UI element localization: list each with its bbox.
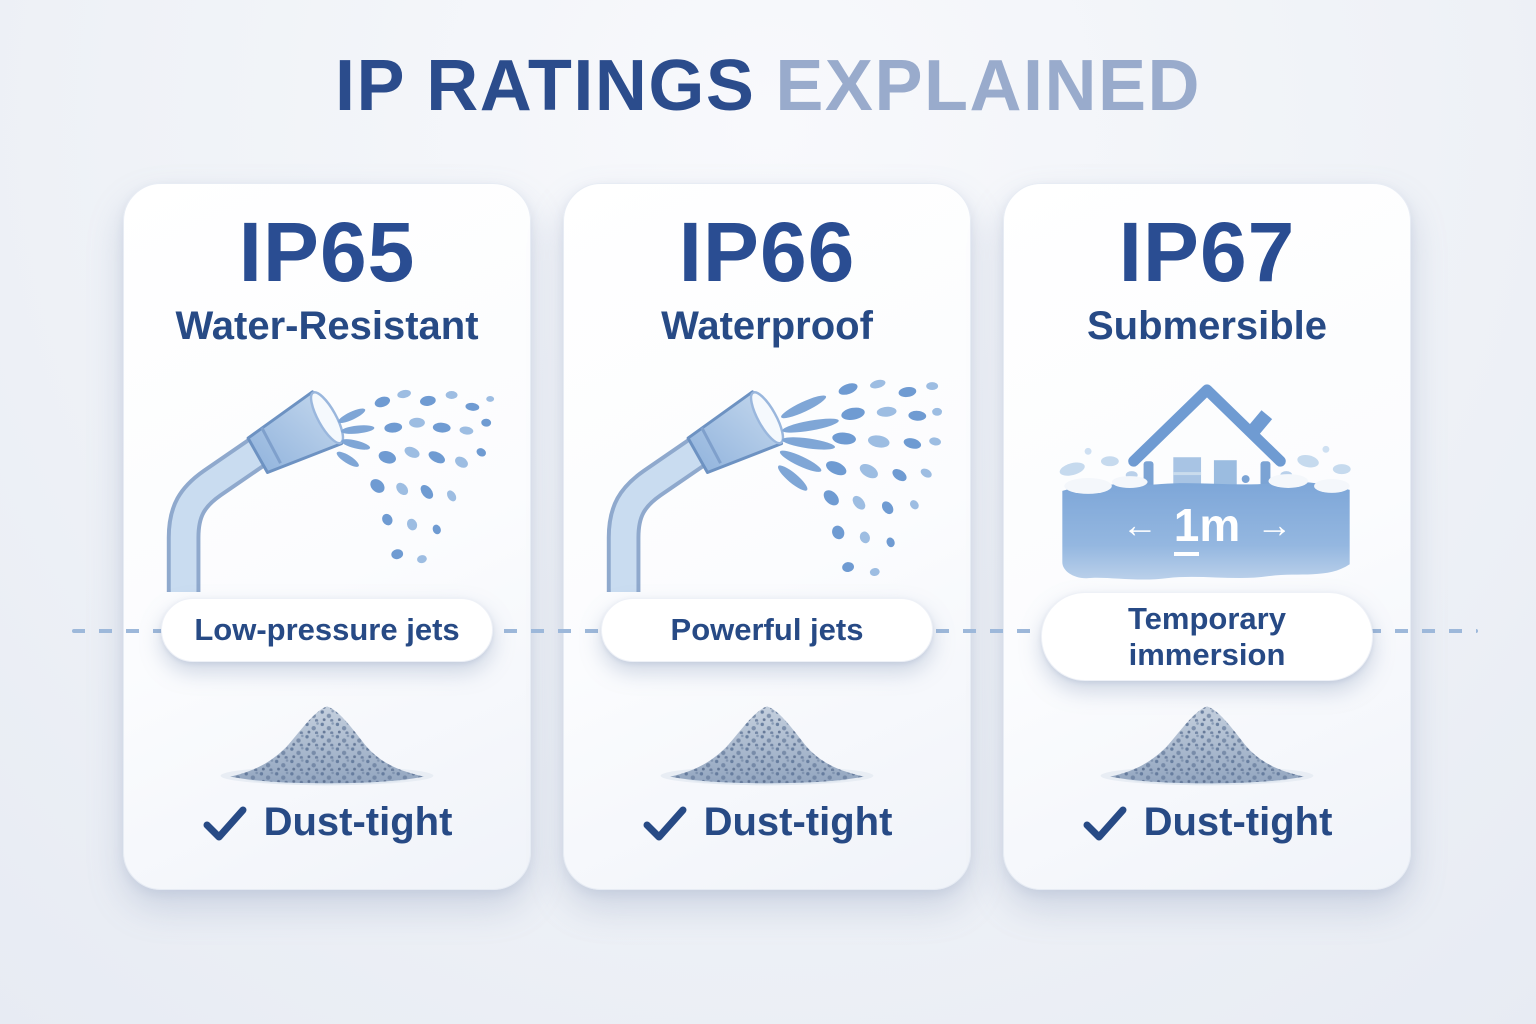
arrow-left-icon: ← (1121, 504, 1158, 545)
title-primary: IP RATINGS (335, 46, 756, 126)
card-subtitle: Waterproof (661, 304, 873, 348)
feature-label: Temporary immersion (1128, 601, 1286, 672)
dust-pile-icon (653, 696, 881, 793)
hose-powerful-spray-icon (606, 379, 943, 592)
card-illustration (148, 374, 506, 594)
dust-tight-label: Dust-tight (263, 800, 453, 844)
card-rating: IP67 (1118, 205, 1296, 299)
dust-tight-label: Dust-tight (1143, 800, 1333, 844)
card-subtitle: Water-Resistant (175, 304, 479, 348)
immersion-depth-label: ← 1m → (1028, 499, 1386, 556)
dust-tight-row: Dust-tight (564, 800, 970, 845)
check-icon (643, 806, 687, 840)
depth-unit: m (1199, 499, 1241, 551)
rating-card-ip66: IP66 Waterproof (563, 183, 971, 890)
feature-label: Powerful jets (670, 612, 864, 648)
feature-label: Low-pressure jets (194, 612, 460, 648)
depth-number: 1 (1173, 499, 1200, 556)
card-illustration (588, 374, 946, 594)
dust-tight-row: Dust-tight (124, 800, 530, 845)
arrow-right-icon: → (1256, 504, 1293, 545)
dust-pile-icon (1093, 696, 1321, 793)
feature-pill: Low-pressure jets (161, 598, 493, 662)
rating-cards-row: IP65 Water-Resistant (123, 183, 1411, 890)
feature-pill: Powerful jets (601, 598, 933, 662)
card-illustration: ← 1m → (1028, 374, 1386, 594)
rating-card-ip65: IP65 Water-Resistant (123, 183, 531, 890)
dust-tight-row: Dust-tight (1004, 800, 1410, 845)
dust-pile-icon (213, 696, 441, 793)
page-title: IP RATINGS EXPLAINED (0, 50, 1536, 122)
check-icon (203, 806, 247, 840)
dust-tight-label: Dust-tight (703, 800, 893, 844)
feature-pill: Temporary immersion (1041, 592, 1373, 682)
flooded-house-icon (1059, 384, 1351, 580)
card-rating: IP65 (238, 205, 416, 299)
card-subtitle: Submersible (1086, 304, 1328, 348)
title-secondary: EXPLAINED (775, 46, 1201, 126)
hose-low-pressure-spray-icon (166, 389, 495, 592)
rating-card-ip67: IP67 Submersible (1003, 183, 1411, 890)
card-rating: IP66 (678, 205, 856, 299)
check-icon (1083, 806, 1127, 840)
